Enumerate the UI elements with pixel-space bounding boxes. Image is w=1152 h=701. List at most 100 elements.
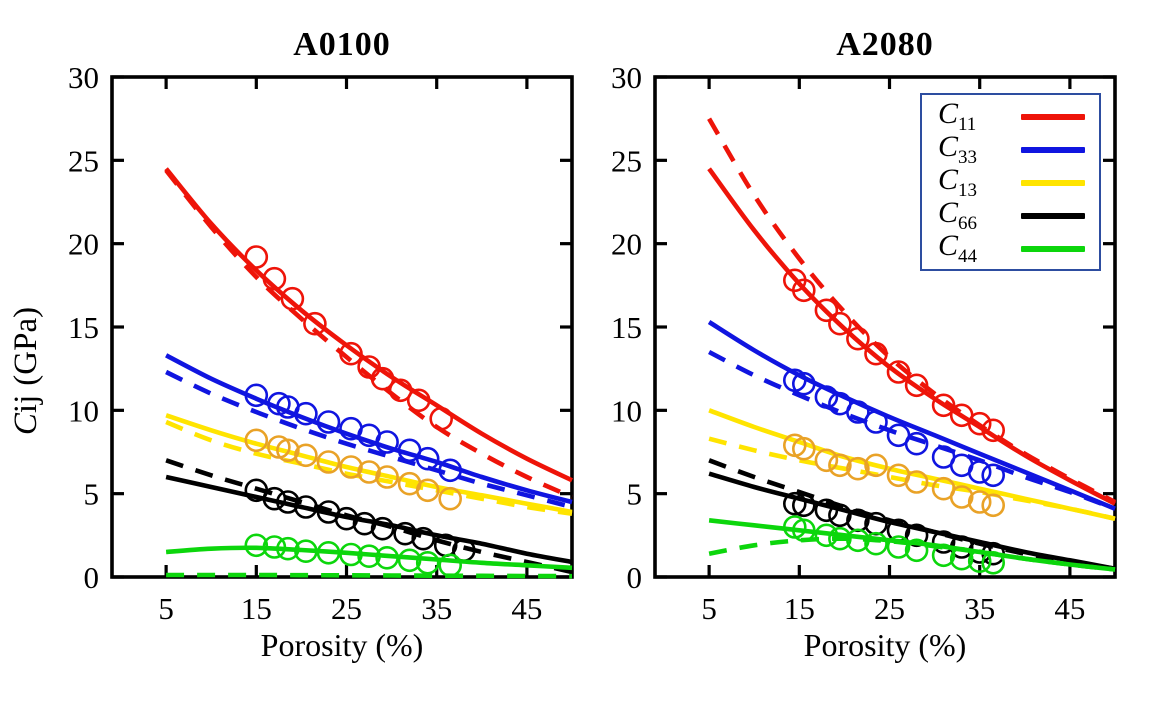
- c44-data-marker: [981, 550, 1006, 575]
- c66-data-marker: [814, 498, 839, 523]
- c11-data-marker: [244, 245, 269, 269]
- c13-dashed-line: [165, 419, 573, 516]
- c44-data-marker: [357, 544, 381, 569]
- y-tick-label: 0: [84, 560, 100, 595]
- legend-entry-c44: C44: [938, 228, 1085, 267]
- c66-solid-line: [708, 471, 1116, 571]
- c13-data-marker: [244, 428, 269, 453]
- legend-swatch: [1021, 147, 1085, 153]
- y-tick-label: 15: [68, 310, 99, 345]
- c33-solid-line: [707, 320, 1116, 511]
- c66-data-marker: [334, 506, 359, 531]
- c66-data-marker: [294, 495, 318, 519]
- c66-data-marker: [782, 491, 807, 516]
- x-axis-label-left: Porosity (%): [260, 627, 424, 663]
- c66-data-marker: [352, 511, 377, 536]
- y-tick-label: 25: [611, 143, 642, 178]
- c13-data-marker: [316, 450, 341, 474]
- c44-data-marker: [931, 543, 956, 568]
- panel-title-left: A0100: [293, 26, 391, 63]
- legend-entry-c33: C33: [938, 131, 1085, 167]
- c44-data-marker: [294, 539, 318, 564]
- c44-data-marker: [791, 518, 816, 543]
- c11-dashed-line: [164, 168, 573, 500]
- c11-data-marker: [814, 298, 839, 323]
- c44-data-marker: [864, 531, 888, 556]
- c33-data-marker: [981, 463, 1006, 488]
- c33-solid-line: [165, 353, 573, 505]
- c66-data-marker: [393, 521, 417, 546]
- x-tick-label: 25: [874, 591, 905, 626]
- c11-data-marker: [370, 366, 395, 391]
- y-axis-label-unit: (GPa): [8, 306, 44, 386]
- y-tick-label: 5: [84, 477, 100, 512]
- y-axis-label-subscript: ij: [8, 394, 44, 414]
- c44-data-marker: [339, 542, 363, 567]
- c44-solid-line: [708, 518, 1116, 572]
- legend-label: C11: [938, 96, 977, 135]
- c13-data-marker: [791, 436, 816, 461]
- c44-data-marker: [415, 550, 440, 575]
- c44-data-marker: [397, 548, 422, 573]
- c66-data-marker: [828, 503, 852, 528]
- c13-data-marker: [981, 493, 1006, 518]
- legend-label: C44: [938, 228, 978, 267]
- c11-data-marker: [339, 341, 363, 366]
- c66-dashed-line: [708, 458, 1116, 571]
- c13-data-marker: [415, 478, 440, 503]
- c66-data-marker: [411, 526, 436, 551]
- c44-data-marker: [967, 549, 992, 574]
- y-tick-label: 10: [611, 393, 642, 428]
- c44-data-marker: [846, 528, 870, 553]
- c11-data-marker: [406, 388, 431, 413]
- c44-data-marker: [276, 536, 300, 561]
- x-axis-label-right: Porosity (%): [803, 627, 967, 663]
- x-tick-label: 45: [1054, 591, 1085, 626]
- y-tick-label: 20: [68, 227, 99, 262]
- c13-data-marker: [294, 443, 318, 468]
- c11-data-marker: [828, 311, 852, 336]
- c11-data-marker: [280, 286, 305, 311]
- c33-dashed-line: [165, 369, 573, 510]
- c13-data-marker: [864, 453, 888, 478]
- c66-data-marker: [931, 530, 956, 554]
- c11-data-marker: [429, 406, 454, 431]
- legend-entry-c13: C13: [938, 162, 1085, 201]
- c44-data-marker: [375, 545, 399, 570]
- y-tick-label: 0: [627, 560, 643, 595]
- legend-box: C11 C33 C13 C66 C44: [920, 93, 1101, 271]
- c33-data-marker: [864, 410, 888, 434]
- c44-dashed-line: [166, 572, 573, 579]
- c44-data-marker: [904, 538, 929, 563]
- legend-swatch: [1021, 114, 1085, 120]
- c11-data-marker: [886, 360, 911, 384]
- c44-data-marker: [244, 533, 269, 558]
- c44-data-marker: [438, 553, 463, 578]
- c33-data-marker: [316, 410, 341, 434]
- c44-data-marker: [262, 535, 287, 559]
- c33-data-marker: [967, 460, 992, 484]
- c11-data-marker: [864, 341, 888, 366]
- c13-data-marker: [828, 453, 852, 478]
- c13-data-marker: [814, 448, 839, 473]
- x-tick-label: 25: [331, 591, 362, 626]
- legend-swatch: [1021, 213, 1085, 219]
- y-tick-label: 15: [611, 310, 642, 345]
- c33-data-marker: [415, 446, 440, 471]
- legend-entry-c66: C66: [938, 197, 1085, 233]
- c13-solid-line: [165, 413, 573, 515]
- y-tick-label: 5: [627, 477, 643, 512]
- x-tick-label: 35: [421, 591, 452, 626]
- y-tick-label: 20: [611, 227, 642, 262]
- c33-data-marker: [814, 385, 839, 409]
- x-tick-label: 5: [701, 591, 717, 626]
- c11-data-marker: [791, 278, 816, 303]
- panel-title-right: A2080: [836, 26, 934, 63]
- y-tick-label: 25: [68, 143, 99, 178]
- c13-data-marker: [904, 470, 929, 494]
- c11-data-marker: [303, 311, 327, 336]
- c13-data-marker: [967, 490, 992, 514]
- legend-label: C13: [938, 162, 978, 201]
- c11-data-marker: [846, 326, 870, 351]
